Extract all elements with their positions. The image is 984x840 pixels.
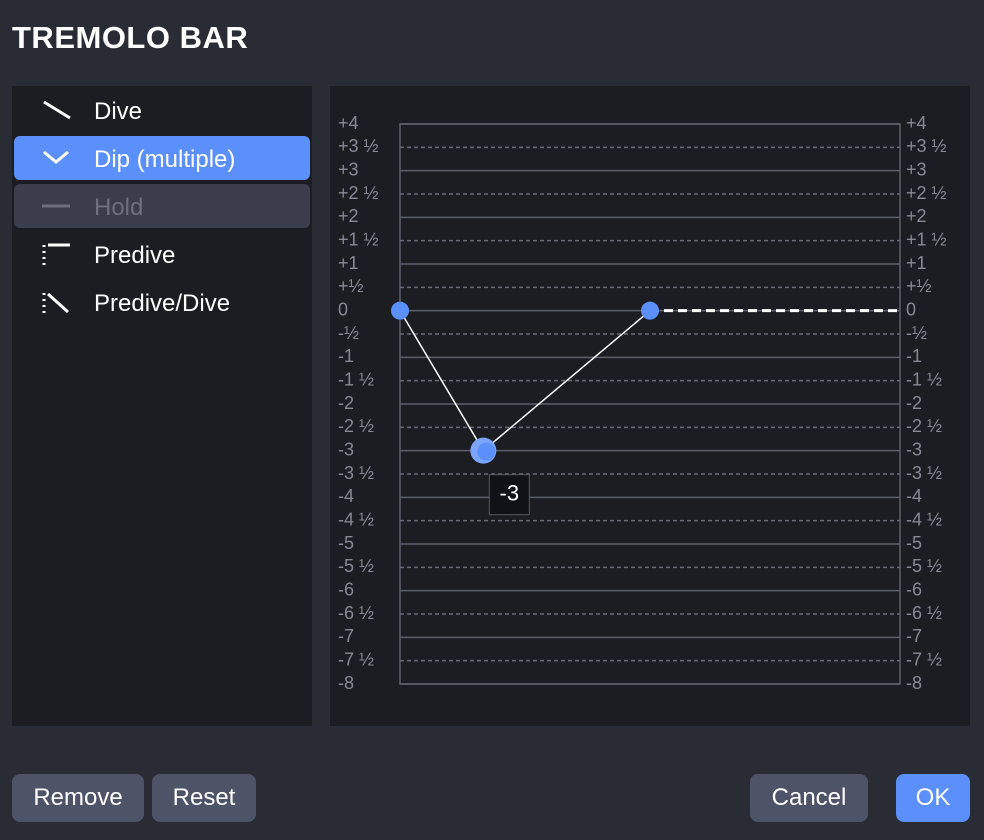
y-tick-label: -7 [338, 626, 354, 646]
icon [42, 292, 70, 314]
y-tick-label: +4 [906, 113, 927, 133]
y-tick-label: -4 [338, 486, 354, 506]
y-tick-label: +2 [906, 206, 927, 226]
y-tick-label: -4 ½ [906, 509, 942, 529]
reset-button[interactable]: Reset [152, 774, 256, 822]
y-tick-label: -5 ½ [906, 556, 942, 576]
y-tick-label: -5 [906, 533, 922, 553]
cancel-button[interactable]: Cancel [750, 774, 868, 822]
value-tooltip [488, 474, 530, 516]
y-tick-label: -3 ½ [338, 463, 374, 483]
point-core [477, 442, 496, 461]
y-tick-label: -3 [906, 439, 922, 459]
preset-item[interactable]: Predive [14, 232, 310, 276]
y-tick-label: -2 [338, 393, 354, 413]
y-tick-label: 0 [338, 299, 348, 319]
y-tick-label: +1 ½ [906, 229, 947, 249]
y-tick-label: -7 ½ [338, 649, 374, 669]
point [391, 301, 409, 320]
remove-button[interactable]: Remove [12, 774, 144, 822]
icon [42, 243, 70, 266]
y-tick-label: 0 [906, 299, 916, 319]
y-tick-label: +4 [338, 113, 359, 133]
y-tick-label: +1 [338, 253, 359, 273]
y-tick-label: -1 ½ [906, 369, 942, 389]
y-tick-label: -8 [906, 673, 922, 693]
y-tick-label: -6 ½ [338, 603, 374, 623]
y-tick-label: +3 [338, 159, 359, 179]
y-tick-label: -6 [338, 579, 354, 599]
y-tick-label: -8 [338, 673, 354, 693]
preset-label: Dip (multiple) [94, 146, 236, 173]
y-tick-label: -4 [906, 486, 922, 506]
graph-panel [330, 86, 970, 726]
y-tick-label: -½ [338, 323, 359, 343]
y-tick-label: +2 [338, 206, 359, 226]
y-tick-label: -5 ½ [338, 556, 374, 576]
icon [43, 150, 69, 164]
dialog-title: TREMOLO BAR [12, 20, 249, 55]
y-tick-label: -2 ½ [338, 416, 374, 436]
y-tick-label: +3 ½ [338, 136, 379, 156]
y-tick-label: -6 [906, 579, 922, 599]
point [641, 301, 659, 320]
preset-item[interactable]: Dive [14, 88, 310, 132]
y-tick-label: +½ [906, 276, 932, 296]
y-tick-label: -2 ½ [906, 416, 942, 436]
preset-label: Dive [94, 98, 143, 125]
preset-item: Hold [14, 184, 310, 228]
y-tick-label: -7 [906, 626, 922, 646]
y-tick-label: +2 ½ [906, 183, 947, 203]
value-tooltip-text: -3 [500, 480, 520, 505]
y-tick-label: +3 ½ [906, 136, 947, 156]
plot-frame [399, 123, 901, 685]
y-tick-label: -½ [906, 323, 927, 343]
y-tick-label: +1 ½ [338, 229, 379, 249]
y-tick-label: -1 ½ [338, 369, 374, 389]
y-tick-label: +½ [338, 276, 364, 296]
preset-item[interactable]: Predive/Dive [14, 280, 310, 324]
icon [42, 204, 70, 208]
y-tick-label: -4 ½ [338, 509, 374, 529]
y-tick-label: -6 ½ [906, 603, 942, 623]
y-tick-label: +3 [906, 159, 927, 179]
preset-label: Predive [94, 242, 176, 269]
y-tick-label: -3 ½ [906, 463, 942, 483]
preset-list: Dive Dip (multiple) Hold Predive Predive… [12, 86, 312, 726]
y-tick-label: -1 [338, 346, 354, 366]
y-tick-label: -5 [338, 533, 354, 553]
preset-label: Hold [94, 194, 144, 221]
y-tick-label: -7 ½ [906, 649, 942, 669]
ok-button[interactable]: OK [896, 774, 970, 822]
preset-label: Predive/Dive [94, 290, 231, 317]
y-tick-label: -1 [906, 346, 922, 366]
preset-item[interactable]: Dip (multiple) [14, 136, 310, 180]
y-tick-label: +2 ½ [338, 183, 379, 203]
y-tick-label: +1 [906, 253, 927, 273]
y-tick-label: -2 [906, 393, 922, 413]
icon [43, 100, 71, 120]
y-tick-label: -3 [338, 439, 354, 459]
